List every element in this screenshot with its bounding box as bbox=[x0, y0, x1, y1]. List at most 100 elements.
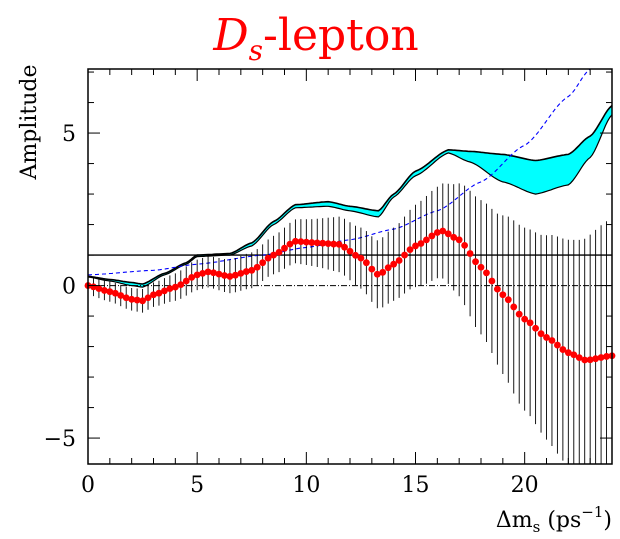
data-point bbox=[466, 250, 474, 257]
data-point bbox=[450, 233, 458, 241]
data-point bbox=[226, 273, 234, 280]
data-point bbox=[423, 236, 430, 244]
amplitude-band-upper-edge bbox=[87, 105, 613, 285]
data-point bbox=[406, 246, 414, 254]
chart-title: Ds-lepton bbox=[212, 10, 418, 67]
data-point bbox=[122, 294, 130, 302]
data-point bbox=[488, 277, 496, 285]
data-point bbox=[368, 265, 376, 273]
data-point bbox=[357, 254, 365, 262]
data-point bbox=[248, 266, 256, 274]
y-tick-label: 0 bbox=[62, 275, 76, 300]
data-point bbox=[504, 296, 512, 304]
x-axis-label-unit: (ps bbox=[540, 508, 581, 533]
y-tick-label: −5 bbox=[44, 427, 76, 452]
x-tick-label: 20 bbox=[511, 473, 539, 498]
data-point bbox=[401, 251, 408, 259]
data-point bbox=[581, 356, 589, 364]
data-point bbox=[242, 268, 250, 275]
data-point bbox=[537, 330, 545, 338]
data-point bbox=[204, 268, 212, 276]
data-point bbox=[177, 281, 185, 289]
data-point bbox=[193, 271, 201, 279]
data-point bbox=[603, 353, 610, 360]
data-point bbox=[384, 264, 392, 272]
data-point bbox=[302, 238, 310, 246]
data-point bbox=[100, 287, 108, 294]
y-tick-label: 5 bbox=[62, 122, 76, 147]
data-point bbox=[477, 263, 485, 271]
data-point bbox=[346, 247, 354, 255]
data-point bbox=[564, 349, 572, 357]
data-point bbox=[379, 268, 387, 276]
data-point bbox=[221, 272, 228, 279]
data-point bbox=[444, 230, 452, 238]
data-point bbox=[133, 296, 141, 304]
ticks-layer bbox=[87, 69, 613, 464]
data-point bbox=[231, 271, 239, 279]
data-point bbox=[548, 337, 556, 344]
data-point bbox=[510, 303, 518, 311]
x-tick-label: 10 bbox=[292, 473, 320, 498]
data-point bbox=[259, 259, 267, 267]
data-point bbox=[461, 241, 469, 249]
x-axis-label-close: ) bbox=[603, 508, 612, 533]
data-point bbox=[297, 238, 305, 246]
data-point bbox=[455, 236, 463, 244]
data-point bbox=[286, 240, 294, 248]
data-point bbox=[483, 269, 490, 277]
data-point bbox=[554, 341, 561, 349]
data-point bbox=[433, 229, 441, 236]
y-axis-label: Amplitude bbox=[17, 64, 42, 180]
data-point bbox=[171, 283, 179, 291]
data-point bbox=[521, 315, 529, 323]
data-point bbox=[253, 263, 261, 271]
data-point bbox=[182, 277, 190, 285]
data-point bbox=[237, 269, 245, 277]
data-point bbox=[493, 285, 501, 293]
data-point bbox=[417, 240, 425, 247]
data-point bbox=[281, 244, 288, 252]
data-point bbox=[270, 251, 277, 259]
x-axis-label: Δms (ps−1) bbox=[496, 503, 612, 536]
data-point bbox=[559, 346, 567, 353]
data-point bbox=[570, 351, 578, 359]
data-point bbox=[128, 295, 136, 303]
data-point bbox=[308, 239, 316, 246]
data-point bbox=[341, 243, 348, 251]
data-point bbox=[319, 239, 327, 247]
data-point bbox=[330, 240, 338, 248]
data-point bbox=[373, 270, 381, 278]
data-point bbox=[144, 294, 152, 302]
sensitivity-curve bbox=[87, 68, 612, 276]
data-point bbox=[428, 232, 436, 240]
data-point bbox=[515, 310, 523, 318]
data-point bbox=[150, 291, 157, 299]
data-point bbox=[210, 269, 217, 277]
data-points-layer bbox=[84, 227, 616, 364]
data-point bbox=[292, 237, 299, 245]
x-axis-label-delta: Δm bbox=[496, 508, 533, 533]
x-tick-label: 0 bbox=[81, 473, 95, 498]
chart-title-rest: -lepton bbox=[263, 10, 419, 61]
data-point bbox=[166, 285, 174, 293]
data-point bbox=[499, 291, 507, 299]
data-point bbox=[199, 269, 207, 277]
data-point bbox=[592, 355, 600, 363]
data-point bbox=[264, 254, 272, 262]
data-point bbox=[597, 354, 605, 361]
data-point bbox=[313, 239, 321, 247]
data-point bbox=[335, 240, 343, 248]
data-point bbox=[362, 259, 370, 267]
data-point bbox=[526, 319, 534, 327]
x-tick-label: 5 bbox=[190, 473, 204, 498]
data-point bbox=[324, 240, 332, 248]
chart-title-main: D bbox=[212, 10, 248, 61]
data-point bbox=[106, 288, 114, 296]
sensitivity-curve-layer bbox=[87, 68, 612, 276]
data-point bbox=[575, 354, 583, 362]
data-point bbox=[390, 260, 398, 268]
x-tick-label: 15 bbox=[402, 473, 430, 498]
data-point bbox=[161, 287, 168, 295]
